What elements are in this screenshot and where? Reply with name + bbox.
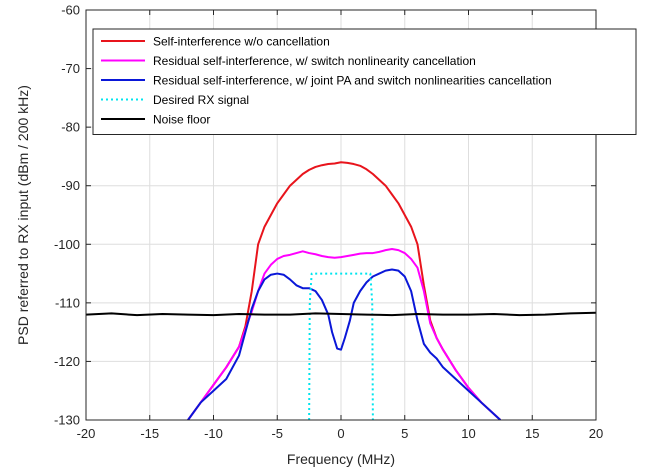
series-line-2 — [187, 268, 502, 420]
x-tick-label: -10 — [204, 426, 223, 441]
ticks: -20 -15 -10 -5 0 5 10 15 20 -130 -120 -110 -100 -90 -8… — [54, 3, 603, 442]
y-tick-label: -130 — [54, 413, 80, 428]
x-axis-title: Frequency (MHz) — [287, 451, 395, 467]
legend-label-4: Noise floor — [153, 113, 210, 127]
y-tick-label: -120 — [54, 354, 80, 369]
x-tick-label: -15 — [140, 426, 159, 441]
series-line-4 — [86, 311, 596, 317]
x-tick-label: 0 — [337, 426, 344, 441]
legend-label-1: Residual self-interference, w/ switch no… — [153, 54, 476, 68]
x-tick-label: 10 — [461, 426, 475, 441]
legend-label-0: Self-interference w/o cancellation — [153, 35, 330, 49]
series-layer — [86, 161, 596, 420]
x-tick-label: -20 — [77, 426, 96, 441]
y-tick-label: -60 — [61, 3, 80, 18]
x-tick-label: -5 — [271, 426, 283, 441]
legend-box — [92, 28, 637, 135]
y-tick-label: -100 — [54, 237, 80, 252]
y-tick-label: -90 — [61, 178, 80, 193]
x-tick-label: 20 — [589, 426, 603, 441]
y-tick-label: -70 — [61, 61, 80, 76]
x-tick-label: 15 — [525, 426, 539, 441]
legend-label-3: Desired RX signal — [153, 93, 249, 107]
y-axis-title: PSD referred to RX input (dBm / 200 kHz) — [15, 85, 31, 345]
legend-label-2: Residual self-interference, w/ joint PA … — [153, 74, 552, 88]
y-tick-label: -80 — [61, 120, 80, 135]
legend: Self-interference w/o cancellation Residu… — [92, 28, 637, 135]
y-tick-label: -110 — [55, 295, 80, 310]
series-line-3 — [308, 272, 374, 420]
x-tick-label: 5 — [401, 426, 408, 441]
